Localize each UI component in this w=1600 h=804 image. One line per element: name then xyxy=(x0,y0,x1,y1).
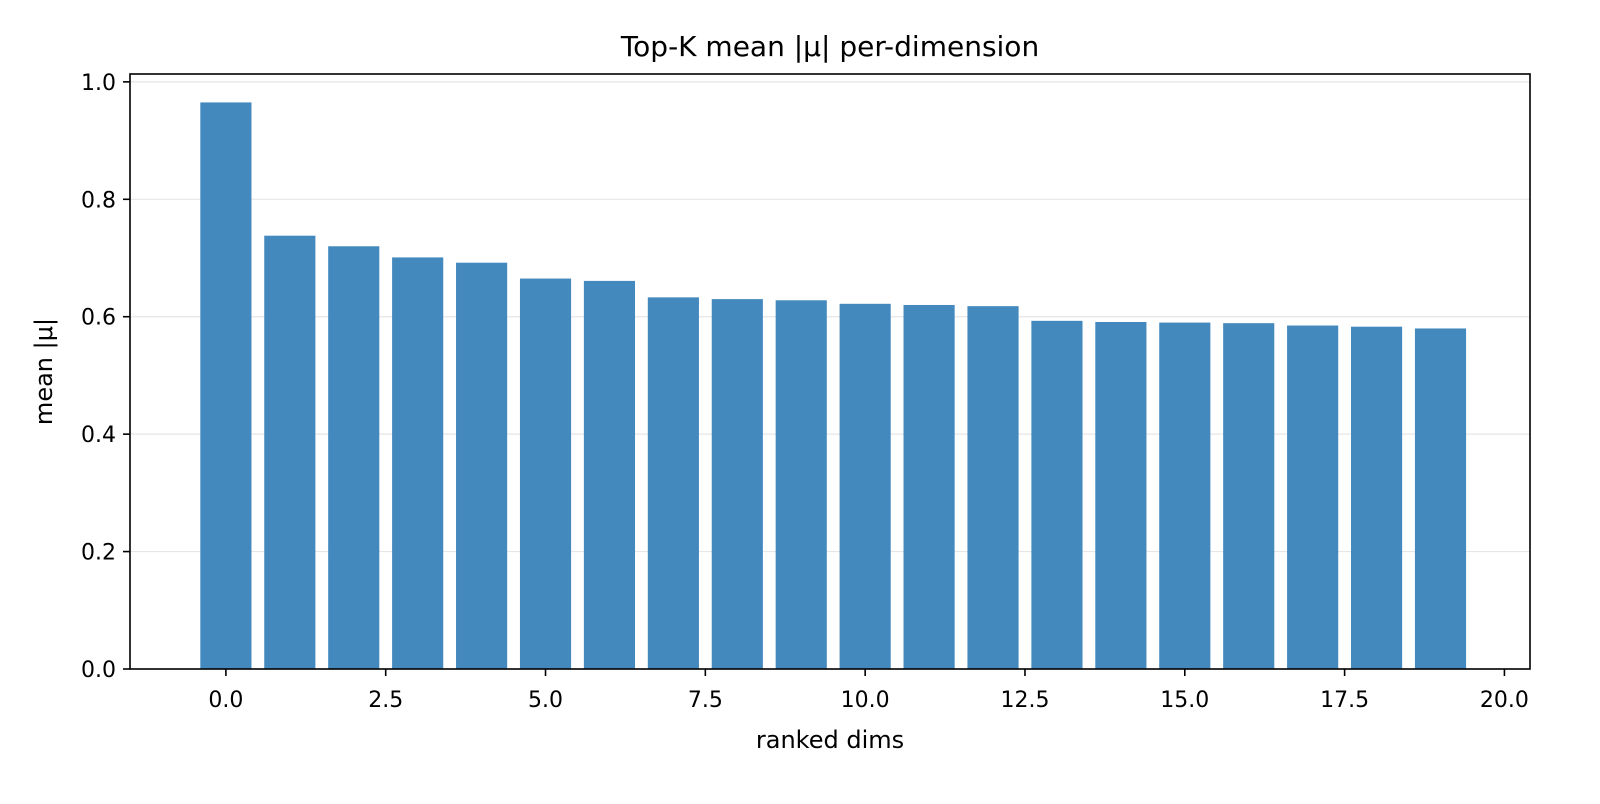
x-tick-label: 10.0 xyxy=(841,688,890,713)
x-tick-label: 2.5 xyxy=(368,688,403,713)
y-axis-label: mean |μ| xyxy=(30,318,58,425)
x-tick-label: 17.5 xyxy=(1320,688,1369,713)
bar-10 xyxy=(839,303,891,669)
y-tick-label: 1.0 xyxy=(81,71,116,96)
y-tick-label: 0.8 xyxy=(81,188,116,213)
y-tick-label: 0.4 xyxy=(81,423,116,448)
y-tick-label: 0.6 xyxy=(81,306,116,331)
y-tick-label: 0.2 xyxy=(81,541,116,566)
y-axis-ticks: 0.0 0.2 0.4 0.6 0.8 1.0 xyxy=(81,71,130,683)
bar-0 xyxy=(200,102,252,669)
bar-11 xyxy=(903,304,955,669)
bar-17 xyxy=(1287,325,1339,669)
y-tick-label: 0.0 xyxy=(81,658,116,683)
bar-6 xyxy=(583,280,636,669)
plot-frame xyxy=(129,73,1531,670)
bar-3 xyxy=(392,257,444,669)
bar-2 xyxy=(328,246,380,669)
x-tick-label: 5.0 xyxy=(528,688,563,713)
x-tick-label: 20.0 xyxy=(1480,688,1529,713)
bar-12 xyxy=(967,306,1019,669)
x-tick-label: 0.0 xyxy=(208,688,243,713)
x-axis-label: ranked dims xyxy=(756,726,904,754)
x-axis-ticks: 0.0 2.5 5.0 7.5 10.0 12.5 15.0 17.5 20.0 xyxy=(208,669,1529,713)
bar-4 xyxy=(456,262,508,669)
bar-16 xyxy=(1223,323,1275,669)
bar-18 xyxy=(1351,326,1403,669)
bar-9 xyxy=(775,300,827,669)
chart-title: Top-K mean |μ| per-dimension xyxy=(620,30,1039,63)
bar-15 xyxy=(1159,322,1211,669)
bars xyxy=(200,102,1467,669)
x-tick-label: 12.5 xyxy=(1000,688,1049,713)
bar-5 xyxy=(519,278,572,669)
bar-13 xyxy=(1031,320,1083,669)
bar-8 xyxy=(711,299,763,669)
x-tick-label: 7.5 xyxy=(688,688,723,713)
bar-7 xyxy=(647,297,699,669)
bar-1 xyxy=(264,235,316,669)
x-tick-label: 15.0 xyxy=(1160,688,1209,713)
bar-19 xyxy=(1414,328,1467,669)
bar-14 xyxy=(1095,322,1147,669)
